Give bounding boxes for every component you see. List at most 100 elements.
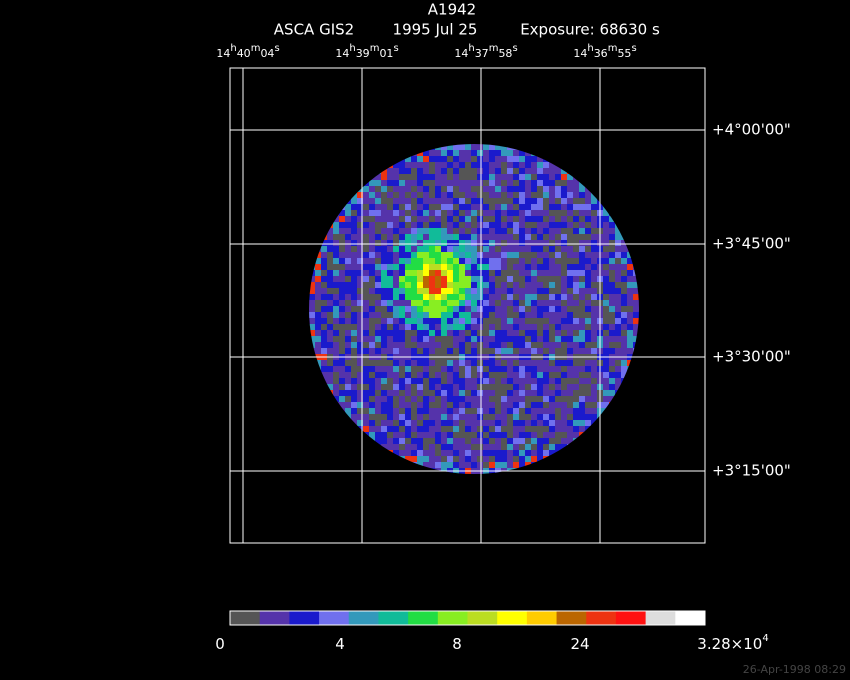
pixel — [429, 372, 435, 378]
pixel — [567, 252, 573, 258]
pixel — [483, 288, 489, 294]
pixel — [453, 150, 459, 156]
colorbar-segment — [319, 611, 350, 625]
pixel — [489, 156, 495, 162]
pixel — [525, 336, 531, 342]
pixel — [327, 384, 333, 390]
pixel — [489, 282, 495, 288]
pixel — [591, 276, 597, 282]
pixel — [483, 444, 489, 450]
pixel — [615, 306, 621, 312]
pixel — [543, 420, 549, 426]
pixel — [435, 192, 441, 198]
pixel — [453, 144, 459, 150]
pixel — [381, 384, 387, 390]
pixel — [543, 378, 549, 384]
pixel — [603, 402, 609, 408]
pixel — [609, 336, 615, 342]
pixel — [501, 198, 507, 204]
pixel — [393, 174, 399, 180]
pixel — [429, 432, 435, 438]
pixel — [429, 150, 435, 156]
pixel — [531, 288, 537, 294]
pixel — [321, 324, 327, 330]
pixel — [387, 402, 393, 408]
pixel — [459, 300, 465, 306]
pixel — [513, 222, 519, 228]
pixel — [507, 408, 513, 414]
pixel — [393, 216, 399, 222]
pixel — [375, 420, 381, 426]
pixel — [603, 252, 609, 258]
pixel — [381, 438, 387, 444]
pixel — [381, 336, 387, 342]
pixel — [585, 222, 591, 228]
pixel — [615, 366, 621, 372]
pixel — [525, 450, 531, 456]
pixel — [357, 378, 363, 384]
pixel — [585, 336, 591, 342]
colorbar-segment — [586, 611, 617, 625]
colorbar-segment — [437, 611, 468, 625]
pixel — [321, 252, 327, 258]
pixel — [591, 390, 597, 396]
pixel — [393, 444, 399, 450]
pixel — [381, 342, 387, 348]
pixel — [417, 366, 423, 372]
pixel — [549, 246, 555, 252]
pixel — [327, 342, 333, 348]
pixel — [417, 342, 423, 348]
pixel — [369, 342, 375, 348]
pixel — [375, 210, 381, 216]
pixel — [561, 246, 567, 252]
pixel — [567, 288, 573, 294]
pixel — [447, 306, 453, 312]
pixel — [591, 414, 597, 420]
pixel — [441, 366, 447, 372]
pixel — [453, 210, 459, 216]
pixel — [333, 348, 339, 354]
pixel — [561, 198, 567, 204]
pixel — [429, 252, 435, 258]
pixel — [627, 300, 633, 306]
pixel — [351, 240, 357, 246]
pixel — [501, 150, 507, 156]
pixel — [471, 348, 477, 354]
pixel — [339, 300, 345, 306]
pixel — [435, 216, 441, 222]
pixel — [525, 174, 531, 180]
pixel — [513, 402, 519, 408]
pixel — [327, 300, 333, 306]
pixel — [603, 384, 609, 390]
pixel — [459, 342, 465, 348]
pixel — [585, 306, 591, 312]
pixel — [495, 372, 501, 378]
pixel — [489, 144, 495, 150]
pixel — [375, 432, 381, 438]
pixel — [555, 408, 561, 414]
pixel — [495, 174, 501, 180]
pixel — [435, 330, 441, 336]
pixel — [429, 342, 435, 348]
colorbar-label-part: 4 — [335, 635, 345, 653]
pixel — [381, 414, 387, 420]
pixel — [561, 210, 567, 216]
pixel — [513, 156, 519, 162]
pixel — [483, 174, 489, 180]
pixel — [471, 228, 477, 234]
pixel — [411, 372, 417, 378]
pixel — [447, 210, 453, 216]
pixel — [501, 246, 507, 252]
pixel — [339, 210, 345, 216]
pixel — [315, 312, 321, 318]
pixel — [585, 366, 591, 372]
pixel — [537, 372, 543, 378]
pixel — [465, 306, 471, 312]
pixel — [333, 246, 339, 252]
pixel — [363, 402, 369, 408]
pixel — [507, 384, 513, 390]
pixel — [357, 366, 363, 372]
pixel — [513, 210, 519, 216]
pixel — [405, 294, 411, 300]
pixel — [507, 330, 513, 336]
